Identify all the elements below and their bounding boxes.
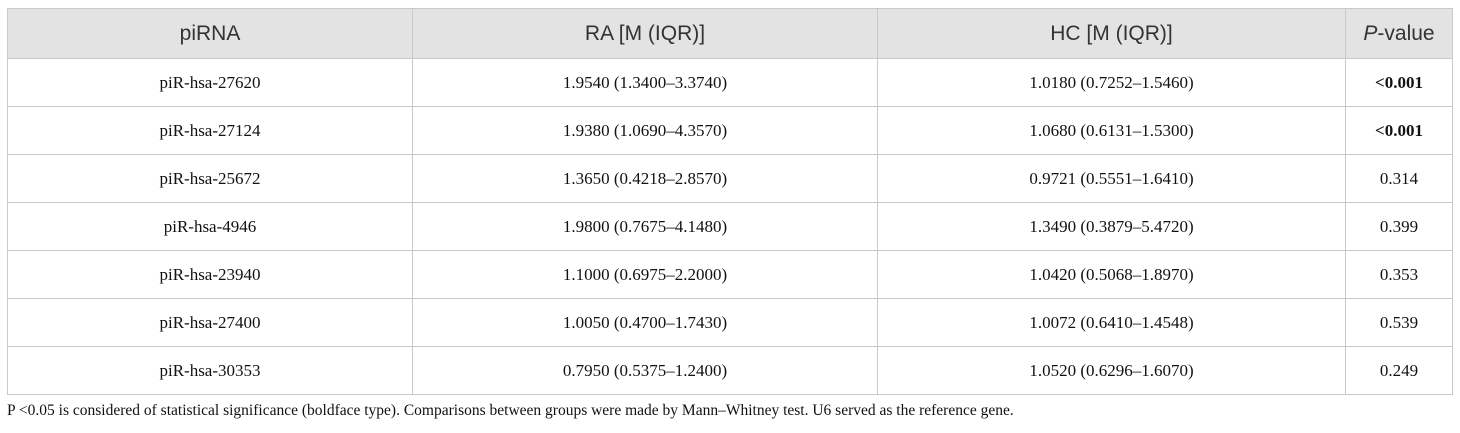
table-cell: 1.9380 (1.0690–4.3570) [412,106,878,155]
table-row: piR-hsa-27124 1.9380 (1.0690–4.3570) 1.068… [7,106,1453,155]
table-cell: <0.001 [1345,106,1453,155]
table-row: piR-hsa-30353 0.7950 (0.5375–1.2400) 1.052… [7,346,1453,395]
table-cell: 0.314 [1345,154,1453,203]
table-row: piR-hsa-23940 1.1000 (0.6975–2.2000) 1.042… [7,250,1453,299]
table-cell: piR-hsa-25672 [7,154,413,203]
table-cell: piR-hsa-27620 [7,58,413,107]
table-cell: piR-hsa-27124 [7,106,413,155]
header-text: -value [1377,21,1435,45]
header-cell: RA [M (IQR)] [412,8,878,59]
table-cell: 1.0050 (0.4700–1.7430) [412,298,878,347]
table-cell: 1.3650 (0.4218–2.8570) [412,154,878,203]
table-cell: 0.539 [1345,298,1453,347]
table-cell: 1.9800 (0.7675–4.1480) [412,202,878,251]
table-cell: 0.249 [1345,346,1453,395]
table-row: piR-hsa-25672 1.3650 (0.4218–2.8570) 0.972… [7,154,1453,203]
table-cell: 1.0072 (0.6410–1.4548) [877,298,1346,347]
table-cell: 1.0420 (0.5068–1.8970) [877,250,1346,299]
table-cell: 0.9721 (0.5551–1.6410) [877,154,1346,203]
table-wrap: piRNA RA [M (IQR)] HC [M (IQR)] P-value piR… [7,8,1453,395]
table-cell: piR-hsa-4946 [7,202,413,251]
table-cell: 0.399 [1345,202,1453,251]
table-cell: 1.9540 (1.3400–3.3740) [412,58,878,107]
table-row: piR-hsa-27400 1.0050 (0.4700–1.7430) 1.007… [7,298,1453,347]
table-cell: piR-hsa-30353 [7,346,413,395]
table-cell: 1.1000 (0.6975–2.2000) [412,250,878,299]
header-italic: P [1363,21,1378,45]
table-cell: 1.0680 (0.6131–1.5300) [877,106,1346,155]
table-row: piR-hsa-4946 1.9800 (0.7675–4.1480) 1.3490… [7,202,1453,251]
table-cell: piR-hsa-23940 [7,250,413,299]
table-cell: 1.3490 (0.3879–5.4720) [877,202,1346,251]
table-cell: piR-hsa-27400 [7,298,413,347]
table-cell: 0.353 [1345,250,1453,299]
table-cell: 0.7950 (0.5375–1.2400) [412,346,878,395]
table-cell: 1.0520 (0.6296–1.6070) [877,346,1346,395]
header-cell: HC [M (IQR)] [877,8,1346,59]
header-cell: P-value [1345,8,1453,59]
header-cell: piRNA [7,8,413,59]
table-row: piR-hsa-27620 1.9540 (1.3400–3.3740) 1.018… [7,58,1453,107]
table-cell: <0.001 [1345,58,1453,107]
table: piRNA RA [M (IQR)] HC [M (IQR)] P-value piR… [7,8,1453,395]
footnote: P <0.05 is considered of statistical sig… [7,402,1014,419]
table-cell: 1.0180 (0.7252–1.5460) [877,58,1346,107]
table-body: piR-hsa-27620 1.9540 (1.3400–3.3740) 1.018… [7,58,1453,395]
header-row: piRNA RA [M (IQR)] HC [M (IQR)] P-value [7,8,1453,59]
